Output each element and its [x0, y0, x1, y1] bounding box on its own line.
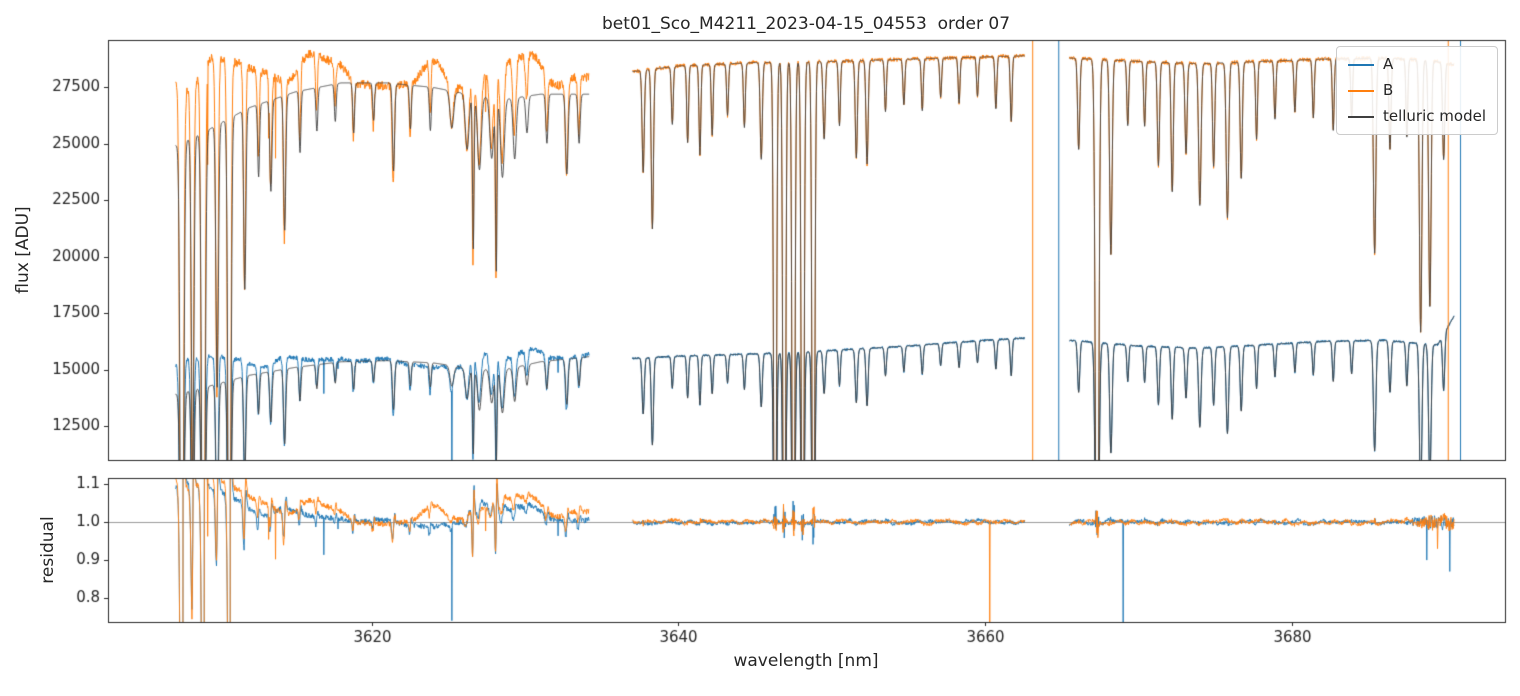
legend-item-a: A	[1347, 55, 1486, 74]
legend-item-b: B	[1347, 81, 1486, 100]
residual-y-axis-label: residual	[38, 516, 58, 584]
legend-label-a: A	[1382, 55, 1394, 73]
legend-label-b: B	[1382, 81, 1394, 99]
wavelength-x-axis-label: wavelength [nm]	[733, 651, 879, 671]
legend-item-telluric-model: telluric model	[1347, 107, 1486, 126]
series-b-line-swatch	[1347, 89, 1374, 92]
legend-label-telluric-model: telluric model	[1382, 107, 1486, 125]
series-a-line-swatch	[1347, 63, 1374, 66]
chart-title: bet01_Sco_M4211_2023-04-15_04553 order 0…	[601, 14, 1011, 34]
flux-y-axis-label: flux [ADU]	[13, 206, 33, 294]
telluric-model-line-swatch	[1347, 115, 1374, 118]
legend: A B telluric model	[1335, 46, 1498, 135]
